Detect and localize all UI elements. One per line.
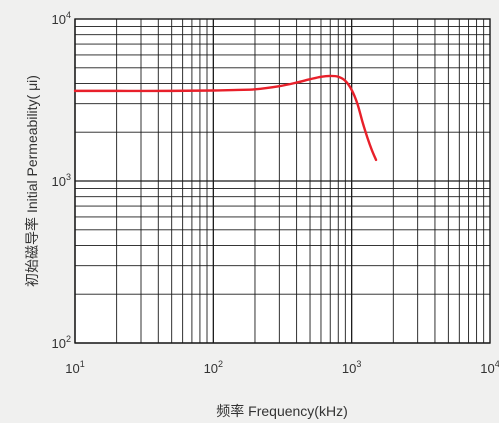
tick-labels: 101 102 103 104 102 103 104 bbox=[52, 10, 499, 376]
permeability-curve bbox=[73, 74, 378, 162]
x-axis-title: 频率 Frequency(kHz) bbox=[216, 403, 347, 419]
y-tick-label: 103 bbox=[52, 172, 71, 189]
x-tick-label: 101 bbox=[65, 359, 84, 376]
x-tick-label: 104 bbox=[480, 359, 499, 376]
y-tick-label: 102 bbox=[52, 334, 71, 351]
grid bbox=[74, 18, 491, 344]
plot-frame bbox=[74, 18, 491, 344]
y-tick-label: 104 bbox=[52, 10, 71, 27]
x-tick-label: 102 bbox=[204, 359, 223, 376]
x-tick-label: 103 bbox=[342, 359, 361, 376]
y-axis-title: 初始磁导率 Initial Permeability( μi) bbox=[24, 75, 40, 287]
series-layer bbox=[73, 74, 378, 162]
